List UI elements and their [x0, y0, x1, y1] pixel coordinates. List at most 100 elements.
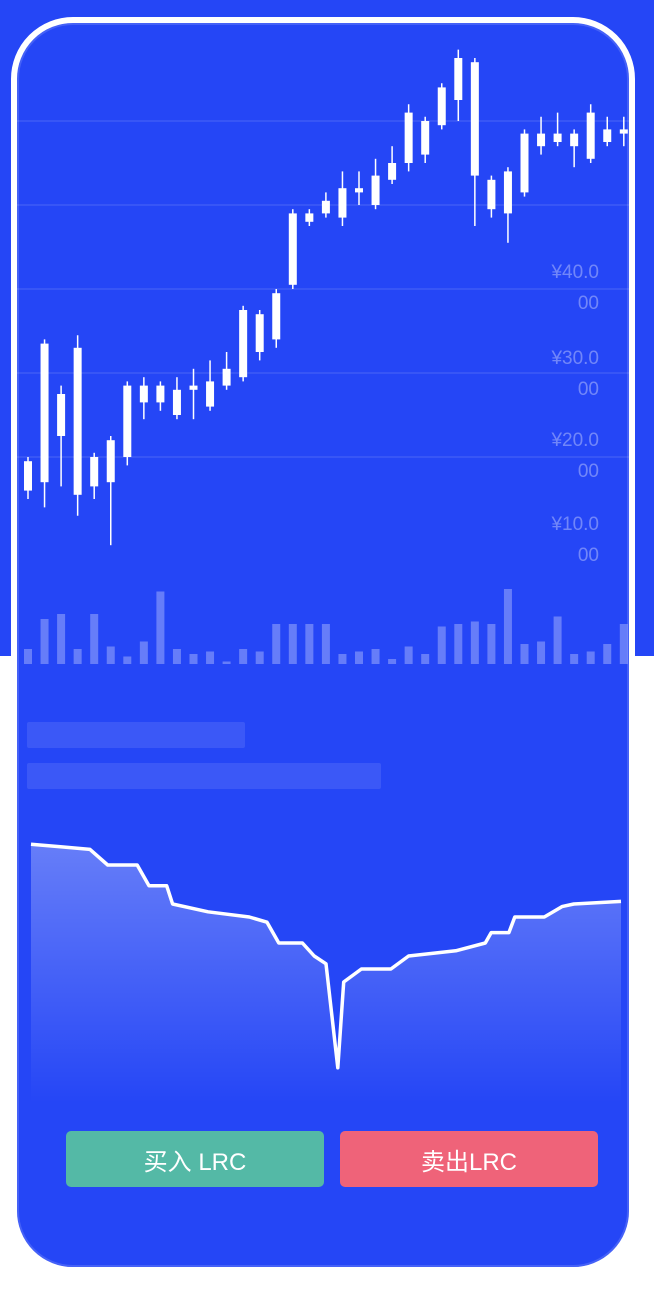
depth-chart	[30, 842, 622, 1103]
candle-body	[206, 381, 215, 407]
price-label-20: ¥20.0 00	[519, 425, 599, 487]
candle	[586, 104, 595, 163]
volume-bar	[24, 649, 32, 664]
candle	[520, 129, 529, 197]
volume-bars	[24, 589, 628, 664]
candle-body	[553, 133, 562, 142]
candle-body	[586, 112, 595, 159]
candle	[139, 377, 148, 420]
candle-body	[172, 389, 181, 415]
volume-bar	[222, 661, 231, 664]
price-label-10: ¥10.0 00	[519, 509, 599, 571]
placeholder-bar-long	[27, 763, 381, 789]
volume-bar	[503, 589, 512, 664]
candle-body	[139, 385, 148, 403]
candle	[454, 49, 463, 121]
volume-bar	[305, 624, 314, 664]
volume-bar	[288, 624, 297, 664]
candle-body	[470, 62, 479, 176]
volume-bar	[454, 624, 463, 664]
candle	[57, 385, 66, 487]
candle-body	[272, 293, 281, 340]
candlestick-series	[24, 49, 628, 546]
candle	[156, 381, 165, 411]
buy-lrc-button[interactable]: 买入 LRC	[66, 1131, 324, 1187]
candle	[106, 436, 115, 546]
volume-bar	[239, 649, 248, 664]
price-label-decimals: 00	[577, 379, 599, 400]
candle	[288, 209, 297, 289]
volume-bar	[90, 614, 99, 664]
volume-bar	[388, 659, 397, 664]
candle	[305, 209, 314, 226]
candle	[73, 335, 82, 516]
volume-bar	[338, 654, 347, 664]
candle	[437, 83, 446, 130]
volume-bar	[123, 656, 132, 664]
candle	[619, 116, 628, 147]
candle	[570, 129, 579, 168]
candle	[255, 310, 264, 361]
volume-bar	[586, 651, 595, 664]
volume-bar	[619, 624, 628, 664]
candle	[603, 116, 612, 147]
volume-bar	[437, 626, 446, 664]
volume-bar	[272, 624, 281, 664]
price-label-40: ¥40.0 00	[519, 257, 599, 319]
candle	[487, 175, 496, 218]
depth-line	[30, 842, 622, 1070]
candle	[40, 339, 49, 508]
volume-bar	[421, 654, 430, 664]
volume-bar	[537, 641, 546, 664]
candle-body	[355, 188, 363, 193]
candle	[355, 171, 363, 205]
candle	[272, 289, 281, 348]
sell-lrc-button[interactable]: 卖出LRC	[340, 1131, 598, 1187]
candle	[338, 171, 347, 226]
phone-frame: ¥40.0 00 ¥30.0 00 ¥20.0 00 ¥10.0 00 买入 L…	[11, 17, 635, 1273]
candle-body	[239, 310, 248, 378]
candle	[404, 104, 413, 172]
candle	[172, 377, 181, 420]
candle-body	[503, 171, 512, 214]
volume-bar	[156, 591, 165, 664]
price-label-decimals: 00	[577, 461, 599, 482]
candle-body	[603, 129, 612, 142]
volume-bar	[40, 619, 49, 664]
candle	[321, 192, 330, 218]
candle-body	[305, 213, 314, 222]
volume-bar	[553, 616, 562, 664]
candle-body	[537, 133, 546, 147]
candle-body	[404, 112, 413, 163]
candle-body	[454, 58, 463, 100]
candle-body	[40, 343, 49, 483]
candle-body	[437, 87, 446, 126]
candle-body	[73, 347, 82, 495]
candle	[206, 360, 215, 411]
volume-bar	[172, 649, 181, 664]
volume-bar	[139, 641, 148, 664]
volume-bar	[520, 644, 529, 664]
price-label-decimals: 00	[577, 293, 599, 314]
volume-bar	[570, 654, 579, 664]
volume-bar	[255, 651, 264, 664]
candle	[388, 146, 397, 184]
market-chart	[17, 49, 629, 1103]
candle	[123, 381, 132, 466]
volume-bar	[487, 624, 496, 664]
candle-body	[57, 394, 66, 436]
candle	[421, 116, 430, 163]
volume-bar	[470, 621, 479, 664]
candle-body	[421, 121, 430, 155]
candle-body	[222, 368, 231, 386]
candle-body	[520, 133, 529, 193]
candle-body	[123, 385, 132, 457]
volume-bar	[106, 646, 115, 664]
candle	[24, 457, 32, 499]
volume-bar	[321, 624, 330, 664]
price-label-value: ¥10.0	[551, 514, 599, 535]
candle	[371, 158, 380, 210]
candle-body	[24, 461, 32, 491]
candle-body	[106, 440, 115, 483]
candle	[189, 368, 198, 420]
